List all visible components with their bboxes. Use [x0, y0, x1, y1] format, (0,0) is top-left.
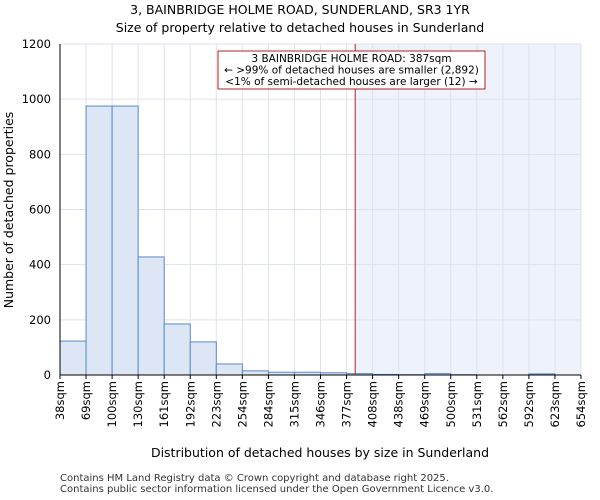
x-tick-label: 130sqm [131, 381, 145, 427]
chart-subtitle: Size of property relative to detached ho… [116, 20, 484, 35]
footer-line-1: Contains HM Land Registry data © Crown c… [60, 473, 449, 484]
histogram-bar [215, 363, 243, 376]
x-tick-label: 223sqm [209, 381, 223, 427]
x-tick-label: 161sqm [157, 381, 171, 427]
y-tick-label: 0 [44, 368, 51, 382]
chart-title: 3, BAINBRIDGE HOLME ROAD, SUNDERLAND, SR… [130, 2, 470, 17]
histogram-bar [59, 340, 87, 376]
x-tick-label: 500sqm [444, 381, 458, 427]
y-axis-label: Number of detached properties [1, 112, 16, 309]
histogram-bar [163, 323, 191, 376]
annotation-line: <1% of semi-detached houses are larger (… [225, 76, 478, 88]
x-tick-label: 654sqm [574, 381, 588, 427]
y-tick-label: 800 [29, 147, 51, 161]
annotation-line: 3 BAINBRIDGE HOLME ROAD: 387sqm [251, 53, 451, 65]
x-tick-label: 469sqm [418, 381, 432, 427]
x-tick-label: 408sqm [366, 381, 380, 427]
x-tick-label: 38sqm [53, 381, 67, 420]
footer: Contains HM Land Registry data © Crown c… [60, 473, 493, 495]
y-tick-label: 600 [29, 203, 51, 217]
x-axis-label: Distribution of detached houses by size … [151, 445, 489, 460]
x-tick-label: 346sqm [314, 381, 328, 427]
x-tick-label: 592sqm [522, 381, 536, 427]
x-tick-label: 562sqm [496, 381, 510, 427]
histogram-bar [85, 105, 113, 376]
plot-area: 0 200 400 600 800 1000 1200 38sqm 69sqm 100sqm 130… [22, 37, 588, 427]
x-tick-label: 531sqm [470, 381, 484, 427]
histogram-bar [241, 370, 269, 376]
annotation-line: ← >99% of detached houses are smaller (2… [224, 65, 479, 77]
x-tick-label: 623sqm [548, 381, 562, 427]
x-tick-label: 284sqm [261, 381, 275, 427]
x-tick-label: 192sqm [183, 381, 197, 427]
x-tick-label: 315sqm [287, 381, 301, 427]
x-tick-label: 254sqm [235, 381, 249, 427]
footer-line-2: Contains public sector information licen… [60, 484, 494, 495]
x-tick-label: 69sqm [79, 381, 93, 420]
y-tick-label: 400 [29, 258, 51, 272]
x-tick-label: 438sqm [392, 381, 406, 427]
y-tick-label: 1200 [22, 37, 51, 51]
annotation-box [217, 50, 486, 90]
histogram-bar [111, 105, 139, 376]
y-tick-label: 200 [29, 313, 51, 327]
x-tick-label: 377sqm [340, 381, 354, 427]
y-tick-label: 1000 [22, 92, 51, 106]
x-tick-label: 100sqm [105, 381, 119, 427]
histogram-bar [137, 256, 165, 376]
histogram-bar [189, 341, 217, 376]
